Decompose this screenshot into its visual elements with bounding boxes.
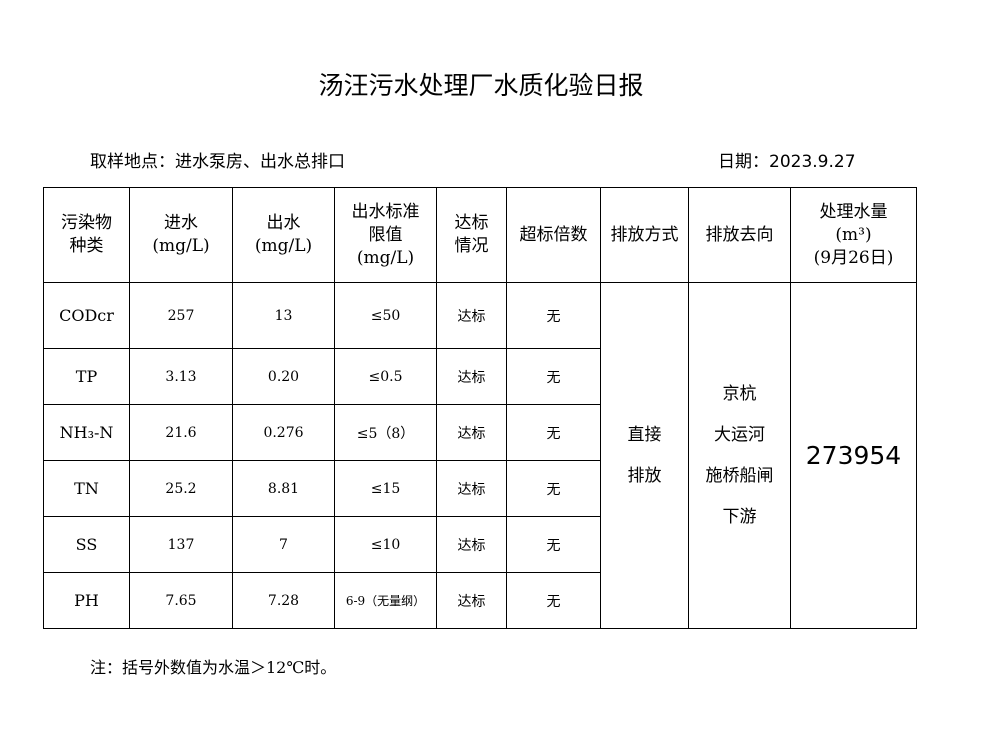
table-row: NH₃-N 21.6 0.276 ≤5（8） 达标 无 — [43, 404, 917, 461]
table-row: TN 25.2 8.81 ≤15 达标 无 — [43, 460, 917, 517]
header-outflow: 出水 (mg/L) — [232, 187, 335, 283]
header-limit: 出水标准 限值 (mg/L) — [334, 187, 437, 283]
header-status: 达标 情况 — [436, 187, 507, 283]
status-value: 达标 — [436, 348, 507, 405]
outflow-value: 13 — [232, 282, 335, 349]
outflow-value: 0.276 — [232, 404, 335, 461]
inflow-value: 21.6 — [129, 404, 233, 461]
header-discharge-dest: 排放去向 — [688, 187, 791, 283]
limit-value: 6-9（无量纲） — [334, 572, 437, 629]
report-date: 日期：2023.9.27 — [718, 152, 856, 172]
outflow-value: 7 — [232, 516, 335, 573]
outflow-value: 8.81 — [232, 460, 335, 517]
footnote: 注：括号外数值为水温＞12℃时。 — [90, 658, 337, 677]
water-quality-table: 污染物 种类 进水 (mg/L) 出水 (mg/L) 出水标准 限值 (mg/L) 达标情… — [43, 187, 917, 629]
status-value: 达标 — [436, 282, 507, 349]
page-title: 汤汪污水处理厂水质化验日报 — [318, 71, 644, 100]
inflow-value: 257 — [129, 282, 233, 349]
limit-value: ≤50 — [334, 282, 437, 349]
header-volume: 处理水量 (m³) (9月26日) — [790, 187, 917, 283]
limit-value: ≤0.5 — [334, 348, 437, 405]
header-discharge-method: 排放方式 — [600, 187, 689, 283]
status-value: 达标 — [436, 516, 507, 573]
header-row: 污染物 种类 进水 (mg/L) 出水 (mg/L) 出水标准 限值 (mg/L) 达标情… — [43, 187, 917, 283]
limit-value: ≤15 — [334, 460, 437, 517]
inflow-value: 7.65 — [129, 572, 233, 629]
sampling-location: 取样地点：进水泵房、出水总排口 — [90, 152, 345, 172]
pollutant-name: SS — [43, 516, 130, 573]
table-row: TP 3.13 0.20 ≤0.5 达标 无 — [43, 348, 917, 405]
status-value: 达标 — [436, 460, 507, 517]
pollutant-name: TP — [43, 348, 130, 405]
exceed-value: 无 — [506, 404, 601, 461]
pollutant-name: TN — [43, 460, 130, 517]
exceed-value: 无 — [506, 282, 601, 349]
discharge-method: 直接 排放 — [600, 282, 689, 629]
inflow-value: 137 — [129, 516, 233, 573]
table-row: PH 7.65 7.28 6-9（无量纲） 达标 无 — [43, 572, 917, 629]
table-row: CODcr 257 13 ≤50 达标 无 直接 排放 京杭 大运河 施桥船闸 下游 2… — [43, 282, 917, 629]
exceed-value: 无 — [506, 348, 601, 405]
inflow-value: 3.13 — [129, 348, 233, 405]
limit-value: ≤10 — [334, 516, 437, 573]
header-pollutant: 污染物 种类 — [43, 187, 130, 283]
exceed-value: 无 — [506, 572, 601, 629]
inflow-value: 25.2 — [129, 460, 233, 517]
table-row: SS 137 7 ≤10 达标 无 — [43, 516, 917, 573]
discharge-destination: 京杭 大运河 施桥船闸 下游 — [688, 282, 791, 629]
status-value: 达标 — [436, 572, 507, 629]
treated-volume: 273954 — [790, 282, 917, 629]
limit-value: ≤5（8） — [334, 404, 437, 461]
status-value: 达标 — [436, 404, 507, 461]
pollutant-name: PH — [43, 572, 130, 629]
pollutant-name: NH₃-N — [43, 404, 130, 461]
exceed-value: 无 — [506, 460, 601, 517]
exceed-value: 无 — [506, 516, 601, 573]
header-exceed: 超标倍数 — [506, 187, 601, 283]
outflow-value: 0.20 — [232, 348, 335, 405]
header-inflow: 进水 (mg/L) — [129, 187, 233, 283]
outflow-value: 7.28 — [232, 572, 335, 629]
pollutant-name: CODcr — [43, 282, 130, 349]
